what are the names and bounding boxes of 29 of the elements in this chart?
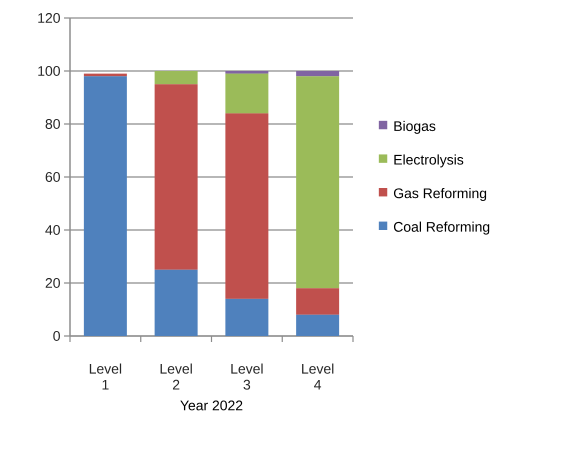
- y-tick-label: 80: [46, 119, 60, 129]
- legend-label: Electrolysis: [394, 154, 464, 168]
- bar: [296, 314, 340, 336]
- bar: [225, 74, 268, 114]
- x-tick-label: Level 4: [302, 363, 334, 390]
- legend-label: Coal Reforming: [394, 222, 490, 235]
- legend-label: Gas Reforming: [394, 188, 486, 201]
- y-tick-label: 120: [38, 13, 60, 23]
- bar: [154, 84, 198, 270]
- bar: [225, 298, 268, 336]
- y-tick-label: 100: [38, 66, 60, 76]
- bar: [225, 71, 268, 74]
- bar: [154, 270, 198, 336]
- bar: [84, 76, 127, 336]
- bar: [296, 288, 340, 315]
- bar: [296, 76, 340, 288]
- y-tick-label: 20: [46, 278, 60, 288]
- bar: [296, 71, 340, 76]
- x-tick-label: Level 3: [231, 363, 263, 390]
- y-tick-label: 40: [45, 225, 60, 235]
- x-tick-label: Level 2: [160, 363, 192, 390]
- y-tick-label: 60: [46, 172, 60, 182]
- x-axis-title: Year 2022: [180, 400, 242, 410]
- legend-label: Biogas: [394, 120, 436, 134]
- bar: [154, 71, 198, 84]
- y-tick-label: 0: [53, 331, 60, 341]
- bar: [225, 113, 268, 299]
- x-tick-label: Level 1: [90, 363, 122, 390]
- bar: [84, 74, 127, 76]
